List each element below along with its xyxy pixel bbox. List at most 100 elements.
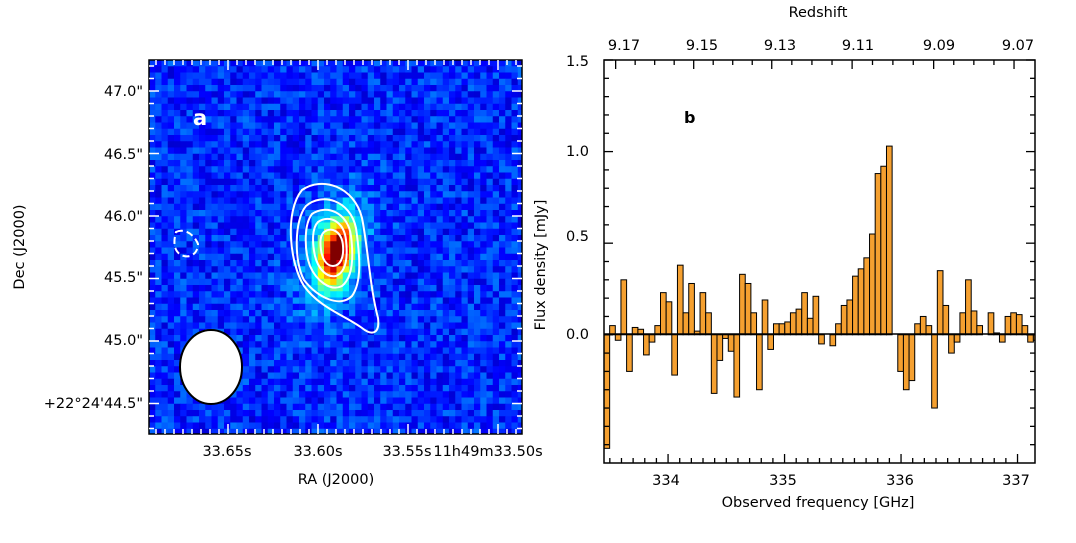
map-pixel [242,422,250,430]
map-pixel [517,335,522,342]
map-pixel [380,103,387,111]
map-pixel [230,185,237,192]
map-pixel [230,191,237,198]
map-pixel [249,316,256,323]
map-pixel [461,328,469,336]
map-pixel [342,303,350,311]
map-pixel [361,147,369,155]
map-pixel [492,291,500,298]
map-pixel [367,185,375,192]
map-pixel [186,210,194,217]
map-pixel [355,216,362,223]
map-pixel [455,191,462,198]
map-pixel [174,153,181,161]
map-pixel [392,291,400,298]
map-pixel [392,260,400,267]
map-pixel [155,166,162,173]
map-pixel [286,297,294,305]
spectrum-bar [1056,335,1062,346]
map-pixel [149,216,156,223]
map-pixel [155,266,162,273]
map-pixel [405,372,412,380]
map-pixel [230,260,237,267]
map-pixel [155,285,162,292]
map-pixel [167,78,175,86]
map-pixel [342,128,350,136]
map-pixel [280,428,287,434]
map-pixel [505,366,512,373]
map-pixel [461,60,469,67]
map-pixel [230,122,237,130]
map-pixel [442,185,450,192]
map-pixel [274,353,281,361]
map-pixel [505,135,512,142]
map-pixel [380,222,387,230]
map-pixel [505,141,512,148]
map-pixel [149,172,156,180]
map-pixel [517,247,522,255]
map-pixel [330,66,337,73]
map-pixel [399,403,406,411]
map-pixel [274,341,281,348]
map-pixel [211,135,219,142]
map-pixel [224,278,231,286]
map-pixel [467,78,475,86]
map-pixel [311,110,319,117]
map-pixel [411,247,419,255]
map-pixel [292,335,300,342]
map-pixel [149,128,156,136]
map-pixel [292,222,300,230]
map-pixel [342,391,350,398]
map-pixel [217,116,225,123]
map-pixel [174,116,181,123]
map-pixel [292,66,300,73]
map-pixel [261,210,269,217]
map-pixel [336,341,344,348]
map-pixel [317,260,325,267]
map-pixel [505,410,512,417]
map-pixel [355,178,362,186]
map-pixel [230,241,237,248]
map-pixel [149,266,156,273]
map-pixel [242,135,250,142]
map-pixel [399,260,406,267]
map-pixel [492,116,500,123]
map-pixel [305,416,312,423]
map-pixel [217,253,225,261]
spectrum-bar [829,334,837,347]
map-pixel [292,416,300,423]
map-pixel [161,266,169,273]
map-pixel [499,216,506,223]
map-pixel [349,385,356,392]
map-pixel [505,297,512,305]
map-pixel [330,385,337,392]
map-pixel [336,360,344,367]
map-pixel [224,116,231,123]
map-pixel [274,366,281,373]
map-pixel [236,335,244,342]
map-pixel [380,210,387,217]
map-pixel [499,228,506,236]
map-pixel [336,203,344,211]
map-pixel [224,403,231,411]
map-pixel [330,353,337,361]
map-pixel [249,135,256,142]
map-pixel [405,178,412,186]
map-pixel [174,272,181,280]
map-pixel [274,166,281,173]
map-pixel [392,316,400,323]
map-pixel [355,210,362,217]
map-pixel [280,172,287,180]
map-pixel [386,103,394,111]
map-pixel [249,366,256,373]
map-pixel [317,410,325,417]
map-pixel [155,247,162,255]
map-pixel [180,66,187,73]
map-pixel [274,97,281,105]
map-pixel [255,141,262,148]
map-pixel [199,253,206,261]
map-pixel [486,228,494,236]
map-pixel [386,391,394,398]
map-pixel [517,410,522,417]
map-pixel [261,360,269,367]
